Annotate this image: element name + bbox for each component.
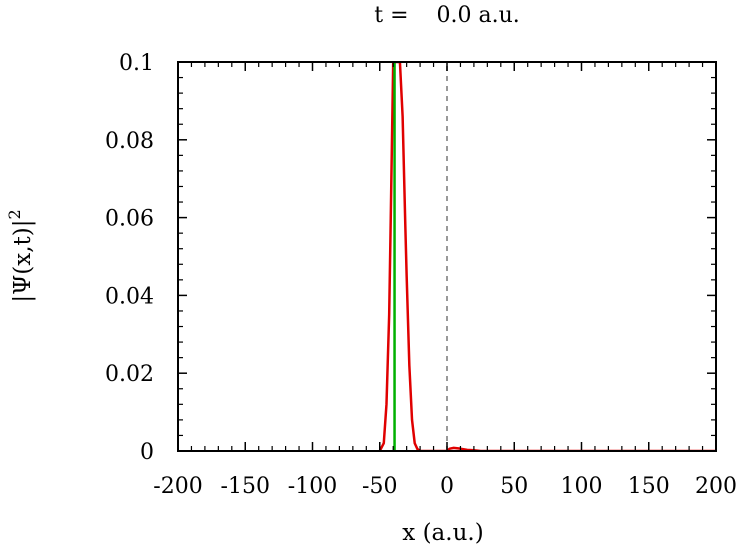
x-tick-label: 0 bbox=[440, 474, 454, 499]
x-tick-label: -50 bbox=[362, 474, 397, 499]
y-tick-label: 0.02 bbox=[105, 362, 154, 387]
x-axis-label: x (a.u.) bbox=[402, 520, 483, 546]
x-tick-label: 150 bbox=[628, 474, 670, 499]
y-axis-label-exponent: 2 bbox=[5, 209, 24, 219]
y-axis-label: |Ψ(x,t)|2 bbox=[5, 209, 36, 302]
x-tick-label: -150 bbox=[221, 474, 270, 499]
ticks-layer: -200 -150 -100 -50 0 50 100 150 200 0 0.02 0.04 0.06… bbox=[105, 51, 737, 499]
x-tick-label: 50 bbox=[500, 474, 528, 499]
y-axis-label-main: |Ψ(x,t)| bbox=[10, 220, 36, 303]
y-tick-label: 0.08 bbox=[105, 129, 154, 154]
series-line-0 bbox=[378, 61, 716, 451]
x-tick-label: -200 bbox=[153, 474, 202, 499]
labels-layer: t = 0.0 a.u. x (a.u.) |Ψ(x,t)|2 bbox=[5, 3, 520, 546]
x-tick-label: 100 bbox=[561, 474, 603, 499]
x-tick-label: 200 bbox=[695, 474, 737, 499]
x-tick-label: -100 bbox=[288, 474, 337, 499]
y-tick-label: 0 bbox=[140, 440, 154, 465]
chart-title: t = 0.0 a.u. bbox=[374, 3, 520, 28]
series-layer bbox=[378, 61, 716, 451]
y-tick-label: 0.06 bbox=[105, 207, 154, 232]
y-tick-label: 0.04 bbox=[105, 284, 154, 309]
y-tick-label: 0.1 bbox=[119, 51, 154, 76]
plot-frame bbox=[177, 61, 717, 452]
